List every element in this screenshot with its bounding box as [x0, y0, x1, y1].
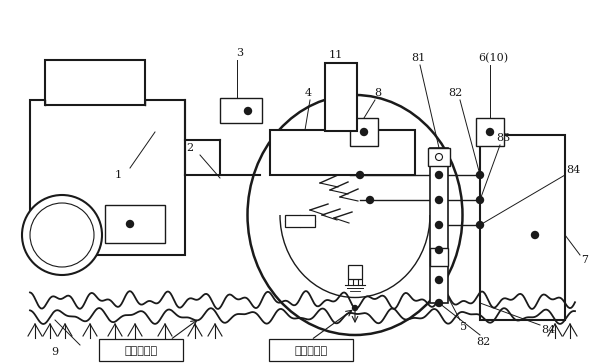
Text: 9: 9	[51, 347, 58, 357]
Bar	[430, 148, 448, 303]
Bar	[348, 265, 362, 279]
Text: 81: 81	[411, 53, 425, 63]
FancyBboxPatch shape	[99, 339, 183, 361]
Bar	[476, 118, 504, 146]
Circle shape	[436, 246, 442, 253]
Text: 11: 11	[329, 50, 343, 60]
Circle shape	[436, 277, 442, 284]
Bar	[270, 130, 415, 175]
Circle shape	[436, 154, 442, 161]
Circle shape	[126, 221, 134, 228]
Circle shape	[244, 107, 252, 115]
Circle shape	[436, 171, 442, 178]
Bar	[45, 60, 145, 105]
Circle shape	[356, 171, 364, 178]
Text: 82: 82	[448, 88, 462, 98]
Circle shape	[486, 128, 493, 135]
Circle shape	[361, 128, 368, 135]
Text: 84: 84	[566, 165, 580, 175]
Bar	[105, 205, 165, 243]
Bar	[30, 100, 185, 255]
Circle shape	[367, 197, 374, 203]
Bar	[285, 215, 315, 227]
Bar	[325, 63, 357, 131]
Bar	[350, 118, 378, 146]
Text: 84: 84	[541, 325, 555, 335]
Text: 水田硬地面: 水田硬地面	[125, 346, 157, 356]
Text: 1: 1	[114, 170, 122, 180]
Text: 6(10): 6(10)	[478, 53, 508, 63]
Text: 8: 8	[374, 88, 381, 98]
Text: 5: 5	[461, 322, 468, 332]
Ellipse shape	[247, 95, 462, 335]
Text: 83: 83	[496, 133, 510, 143]
Bar	[480, 135, 565, 320]
Circle shape	[476, 222, 483, 229]
Text: 82: 82	[476, 337, 490, 347]
Circle shape	[436, 300, 442, 306]
Circle shape	[436, 222, 442, 229]
Circle shape	[22, 195, 102, 275]
Circle shape	[476, 197, 483, 203]
FancyBboxPatch shape	[269, 339, 353, 361]
Circle shape	[436, 197, 442, 203]
Circle shape	[476, 171, 483, 178]
Text: 水田上表面: 水田上表面	[294, 346, 328, 356]
Text: 4: 4	[305, 88, 312, 98]
Circle shape	[532, 232, 539, 238]
Circle shape	[352, 305, 358, 310]
Text: 7: 7	[582, 255, 588, 265]
Bar	[220, 98, 262, 123]
Text: 3: 3	[237, 48, 244, 58]
Text: 2: 2	[187, 143, 194, 153]
Bar	[430, 248, 448, 266]
Bar	[428, 148, 450, 166]
